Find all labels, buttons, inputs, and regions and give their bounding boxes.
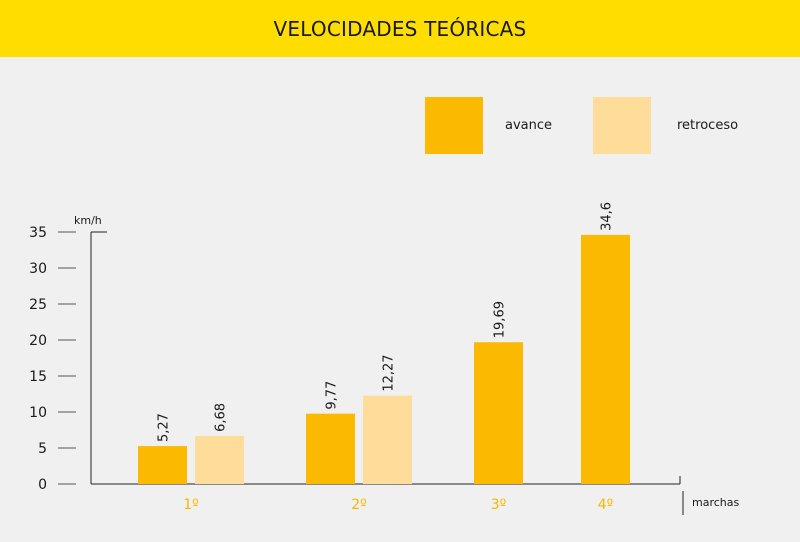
data-label-avance-4: 34,6 bbox=[600, 202, 615, 231]
y-tick-label: 25 bbox=[29, 297, 47, 313]
bar-avance-2 bbox=[306, 413, 355, 484]
legend-label-retroceso: retroceso bbox=[677, 118, 739, 133]
y-tick-label: 20 bbox=[29, 333, 47, 349]
category-label-1: 1º bbox=[183, 497, 199, 513]
title-bar: VELOCIDADES TEÓRICAS bbox=[0, 0, 800, 57]
data-label-avance-2: 9,77 bbox=[325, 381, 340, 410]
data-label-retroceso-2: 12,27 bbox=[382, 354, 397, 391]
data-label-avance-3: 19,69 bbox=[493, 301, 508, 338]
y-tick-label: 15 bbox=[29, 369, 47, 385]
bar-retroceso-1 bbox=[195, 435, 244, 484]
chart-title: VELOCIDADES TEÓRICAS bbox=[273, 16, 527, 41]
category-label-2: 2º bbox=[351, 497, 367, 513]
legend-swatch-avance bbox=[425, 97, 483, 154]
x-axis-title: marchas bbox=[692, 496, 739, 509]
bar-avance-4 bbox=[581, 234, 630, 484]
bar-avance-3 bbox=[474, 342, 523, 484]
y-tick-label: 10 bbox=[29, 405, 47, 421]
y-tick-label: 30 bbox=[29, 261, 47, 277]
data-label-retroceso-1: 6,68 bbox=[214, 403, 229, 432]
category-label-4: 4º bbox=[598, 497, 614, 513]
y-tick-label: 5 bbox=[38, 441, 47, 457]
data-label-avance-1: 5,27 bbox=[157, 413, 172, 442]
legend-swatch-retroceso bbox=[593, 97, 651, 154]
y-tick-label: 35 bbox=[29, 225, 47, 241]
y-axis-title: km/h bbox=[74, 214, 102, 227]
legend-label-avance: avance bbox=[505, 118, 553, 133]
y-tick-label: 0 bbox=[38, 477, 47, 493]
category-label-3: 3º bbox=[491, 497, 507, 513]
bar-retroceso-2 bbox=[363, 395, 412, 484]
bar-avance-1 bbox=[138, 446, 187, 484]
